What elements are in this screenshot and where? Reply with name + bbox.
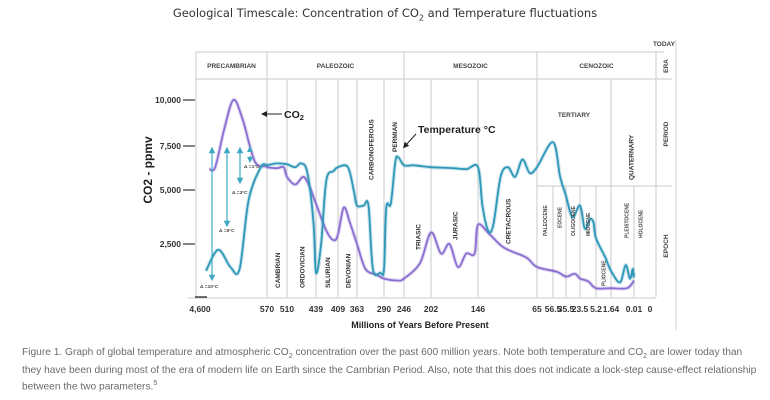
x-tick-label: 1.64	[603, 304, 620, 314]
today-label: TODAY	[653, 41, 676, 48]
epoch-label-paleocene: PALEOCENE	[543, 205, 549, 236]
x-tick-label: 246	[397, 304, 411, 314]
chart-title-suffix: and Temperature fluctuations	[424, 6, 598, 20]
y-tick-label: 2,500	[160, 239, 182, 249]
caption-sub-1: 2	[288, 353, 293, 361]
chart-title-text: Geological Timescale: Concentration of C…	[172, 6, 419, 20]
co2-line	[208, 99, 635, 290]
co2-annotation-subscript: 2	[300, 113, 304, 122]
delta-label: Δ =10°C	[200, 284, 219, 290]
x-tick-label: 5.2	[590, 304, 602, 314]
epoch-label-oligocene: OLIGOCENE	[571, 205, 577, 236]
y-tick-label: 7,500	[160, 141, 182, 151]
row-label-period: PERIOD	[663, 121, 670, 146]
caption-sub-2: 2	[643, 353, 648, 361]
temperature-annotation-arrow	[402, 133, 417, 149]
period-label-tertiary: TERTIARY	[558, 112, 591, 119]
period-label-permian: PERMIAN	[392, 122, 399, 152]
temperature-annotation-label: Temperature °C	[418, 124, 496, 136]
caption-text-2: concentration over the past 600 million …	[292, 347, 644, 358]
x-tick-label: 146	[471, 304, 485, 314]
era-label-precambrian: PRECAMBRIAN	[207, 63, 256, 70]
y-tick-label: 5,000	[160, 185, 182, 195]
x-tick-label: 4,600	[189, 304, 211, 314]
figure-caption: Figure 1. Graph of global temperature an…	[22, 346, 762, 394]
era-label-paleozoic: PALEOZOIC	[317, 63, 355, 70]
period-label-carbonoferous: CARBONOFEROUS	[369, 119, 376, 180]
period-label-cretacrous: CRETACROUS	[506, 198, 513, 244]
era-label-mesozoic: MESOZOIC	[453, 63, 488, 70]
x-tick-label: 65	[532, 304, 542, 314]
delta-label: Δ =3°C	[232, 190, 248, 196]
x-tick-label: 409	[331, 304, 345, 314]
x-tick-label: 35.5	[558, 304, 575, 314]
y-tick-label: 10,000	[155, 95, 181, 105]
era-label-cenozoic: CENOZOIC	[579, 63, 614, 70]
x-tick-label: 0	[648, 304, 653, 314]
x-tick-label: 290	[377, 304, 391, 314]
x-tick-label: 202	[424, 304, 438, 314]
x-tick-label: 570	[260, 304, 274, 314]
chart-title: Geological Timescale: Concentration of C…	[0, 6, 770, 22]
x-tick-label: 363	[350, 304, 364, 314]
x-tick-label: 56.5	[545, 304, 562, 314]
x-tick-label: 23.5	[572, 304, 589, 314]
row-label-era: ERA	[663, 59, 670, 73]
x-tick-label: 439	[309, 304, 323, 314]
y-axis-title: CO2 - ppmv	[141, 136, 155, 204]
x-axis-title: Millions of Years Before Present	[351, 320, 488, 330]
epoch-label-eocene: EOCENE	[558, 206, 564, 228]
temperature-line	[205, 141, 635, 284]
period-label-jurasic: JURASIC	[453, 211, 460, 240]
period-label-quaternary: QUATERNARY	[629, 134, 636, 180]
epoch-label-holocene: HOLOCENE	[639, 209, 645, 238]
x-tick-label: 510	[280, 304, 294, 314]
x-tick-label: 0.01	[626, 304, 643, 314]
epoch-label-miocene: MIOCENE	[586, 212, 592, 236]
row-label-epoch: EPOCH	[663, 234, 670, 257]
period-label-cambrian: CAMBRIAN	[275, 252, 282, 288]
chart-title-subscript: 2	[418, 13, 425, 23]
caption-footnote-ref: 5	[153, 380, 158, 388]
delta-label: Δ =6°C	[219, 228, 235, 234]
delta-label: Δ =1°C	[244, 164, 260, 170]
period-label-devonian: DEVONIAN	[346, 253, 353, 288]
chart-plot: PRECAMBRIAN PALEOZOIC MESOZOIC CENOZOIC CAMB…	[141, 40, 677, 330]
period-label-silurian: SILURIAN	[325, 257, 332, 288]
co2-annotation-label: CO2	[284, 109, 304, 122]
period-label-ordovician: ORDOVICIAN	[300, 246, 307, 288]
caption-text-3: are lower today than they have been duri…	[22, 347, 757, 393]
epoch-label-pleistocene: PLEISTOCENE	[625, 202, 631, 238]
caption-text-1: Figure 1. Graph of global temperature an…	[22, 347, 289, 358]
period-label-triasic: TRIASIC	[416, 224, 423, 250]
epoch-label-pliocene: PLIOCENE	[602, 260, 608, 286]
